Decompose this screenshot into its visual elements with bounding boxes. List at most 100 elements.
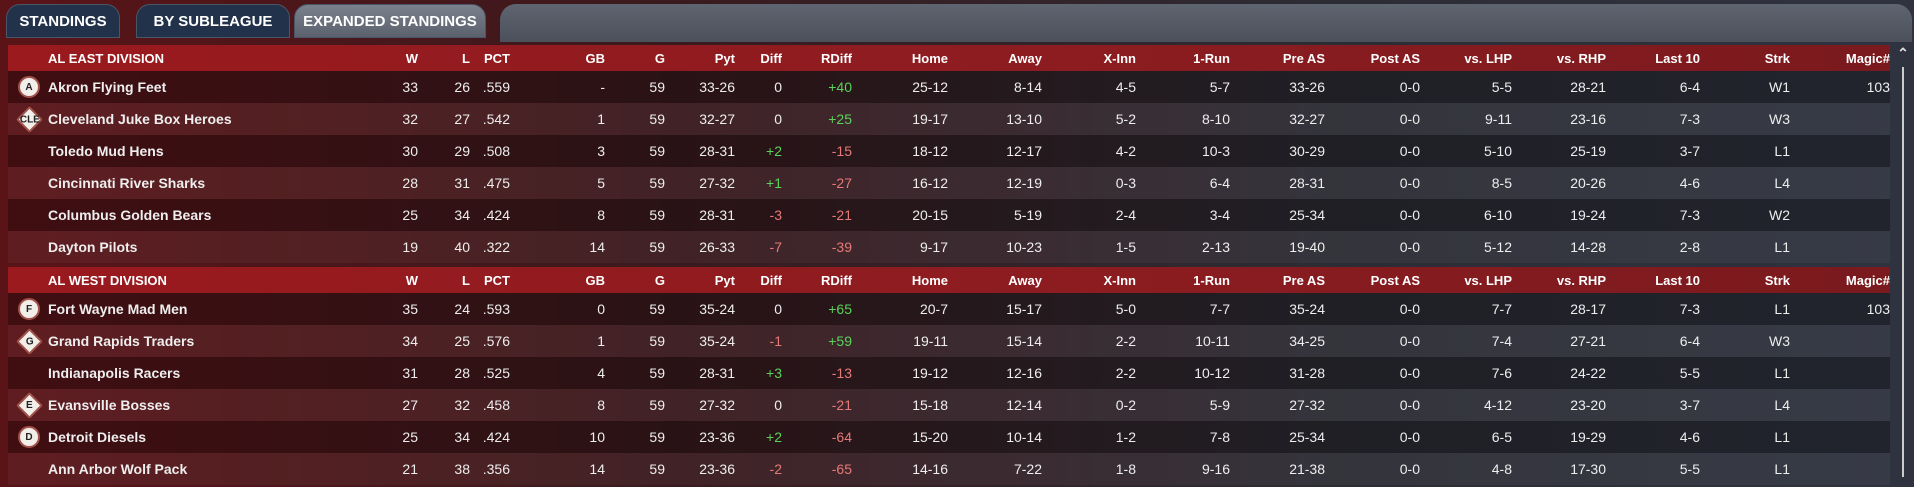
column-header-pyt[interactable]: Pyt xyxy=(714,272,735,288)
column-header-pre-as[interactable]: Pre AS xyxy=(1282,50,1325,66)
team-cell[interactable]: A Akron Flying Feet xyxy=(8,73,390,101)
column-header-strk[interactable]: Strk xyxy=(1764,272,1790,288)
team-cell[interactable]: G Grand Rapids Traders xyxy=(8,327,390,355)
table-row[interactable]: D Detroit Diesels 25 34 .424 10 59 23-36 +2 -64 15… xyxy=(8,421,1890,453)
cell-x-inn: 1-5 xyxy=(1115,239,1136,255)
team-name[interactable]: Grand Rapids Traders xyxy=(48,333,195,349)
cell-pyt: 26-33 xyxy=(699,239,735,255)
team-name[interactable]: Detroit Diesels xyxy=(48,429,147,445)
cell-post-as: 0-0 xyxy=(1399,79,1420,95)
scrollbar-track[interactable] xyxy=(1902,67,1904,477)
table-row[interactable]: A Akron Flying Feet 33 26 .559 - 59 33-26 0 +40 25… xyxy=(8,71,1890,103)
column-header-post-as[interactable]: Post AS xyxy=(1370,272,1420,288)
column-header-away[interactable]: Away xyxy=(1008,50,1042,66)
team-cell[interactable]: Indianapolis Racers xyxy=(8,359,390,387)
scrollbar[interactable]: ⌃ xyxy=(1892,45,1914,485)
table-row[interactable]: Toledo Mud Hens 30 29 .508 3 59 28-31 +2 -15 18-1… xyxy=(8,135,1890,167)
table-row[interactable]: CLE Cleveland Juke Box Heroes 32 27 .542 1 59 3… xyxy=(8,103,1890,135)
team-cell[interactable]: E Evansville Bosses xyxy=(8,391,390,419)
cell-l: 38 xyxy=(454,461,470,477)
team-cell[interactable]: CLE Cleveland Juke Box Heroes xyxy=(8,105,390,133)
team-name[interactable]: Indianapolis Racers xyxy=(48,365,181,381)
column-header-post-as[interactable]: Post AS xyxy=(1370,50,1420,66)
column-header-pyt[interactable]: Pyt xyxy=(714,50,735,66)
column-header-w[interactable]: W xyxy=(405,50,418,66)
column-header-g[interactable]: G xyxy=(654,272,665,288)
column-header-magic-[interactable]: Magic# xyxy=(1845,50,1890,66)
team-name[interactable]: Ann Arbor Wolf Pack xyxy=(48,461,188,477)
table-row[interactable]: Cincinnati River Sharks 28 31 .475 5 59 27-32 +… xyxy=(8,167,1890,199)
column-header-g[interactable]: G xyxy=(654,50,665,66)
column-header-strk[interactable]: Strk xyxy=(1764,50,1790,66)
tab-by-subleague[interactable]: BY SUBLEAGUE xyxy=(136,4,290,38)
column-header-home[interactable]: Home xyxy=(911,272,948,288)
team-cell[interactable]: Ann Arbor Wolf Pack xyxy=(8,455,390,483)
table-row[interactable]: Indianapolis Racers 31 28 .525 4 59 28-31 +3 -13… xyxy=(8,357,1890,389)
table-row[interactable]: F Fort Wayne Mad Men 35 24 .593 0 59 35-24 0 +65 2… xyxy=(8,293,1890,325)
team-cell[interactable]: Columbus Golden Bears xyxy=(8,201,390,229)
cell-pct: .525 xyxy=(482,365,510,381)
column-header-diff[interactable]: Diff xyxy=(760,272,782,288)
tab-expanded-standings[interactable]: EXPANDED STANDINGS xyxy=(294,4,486,38)
cell-diff: 0 xyxy=(774,301,782,317)
tab-bar-fill xyxy=(500,4,1912,42)
column-header-pre-as[interactable]: Pre AS xyxy=(1282,272,1325,288)
team-name[interactable]: Columbus Golden Bears xyxy=(48,207,212,223)
column-header-vs-lhp[interactable]: vs. LHP xyxy=(1464,50,1512,66)
cell-home: 15-20 xyxy=(912,429,948,445)
team-cell[interactable]: Cincinnati River Sharks xyxy=(8,169,390,197)
column-header-vs-lhp[interactable]: vs. LHP xyxy=(1464,272,1512,288)
cell-l: 28 xyxy=(454,365,470,381)
column-header-x-inn[interactable]: X-Inn xyxy=(1103,272,1137,288)
team-name[interactable]: Toledo Mud Hens xyxy=(48,143,164,159)
table-row[interactable]: G Grand Rapids Traders 34 25 .576 1 59 35-24 -1 +… xyxy=(8,325,1890,357)
table-row[interactable]: Columbus Golden Bears 25 34 .424 8 59 28-31 -3 -… xyxy=(8,199,1890,231)
column-header-gb[interactable]: GB xyxy=(585,272,606,288)
cell-strk: W2 xyxy=(1769,207,1790,223)
team-cell[interactable]: F Fort Wayne Mad Men xyxy=(8,295,390,323)
column-header-vs-rhp[interactable]: vs. RHP xyxy=(1556,50,1606,66)
column-header-x-inn[interactable]: X-Inn xyxy=(1103,50,1137,66)
cell-l: 27 xyxy=(454,111,470,127)
column-header-last-10[interactable]: Last 10 xyxy=(1655,272,1700,288)
table-row[interactable]: E Evansville Bosses 27 32 .458 8 59 27-32 0 -21 15… xyxy=(8,389,1890,421)
team-name[interactable]: Cincinnati River Sharks xyxy=(48,175,206,191)
tab-standings[interactable]: STANDINGS xyxy=(6,4,120,38)
cell-vs-lhp: 4-12 xyxy=(1483,397,1512,413)
team-name[interactable]: Cleveland Juke Box Heroes xyxy=(48,111,232,127)
column-header-1-run[interactable]: 1-Run xyxy=(1193,272,1230,288)
column-header-last-10[interactable]: Last 10 xyxy=(1655,50,1700,66)
column-header-magic-[interactable]: Magic# xyxy=(1845,272,1890,288)
column-header-rdiff[interactable]: RDiff xyxy=(820,272,852,288)
cell-g: 59 xyxy=(649,143,665,159)
column-header-l[interactable]: L xyxy=(462,50,470,66)
cell-l: 34 xyxy=(454,429,470,445)
cell-g: 59 xyxy=(649,239,665,255)
team-name[interactable]: Fort Wayne Mad Men xyxy=(48,301,188,317)
team-name[interactable]: Dayton Pilots xyxy=(48,239,138,255)
column-header-rdiff[interactable]: RDiff xyxy=(820,50,852,66)
column-header-pct[interactable]: PCT xyxy=(484,272,510,288)
column-header-pct[interactable]: PCT xyxy=(484,50,510,66)
column-header-vs-rhp[interactable]: vs. RHP xyxy=(1556,272,1606,288)
column-header-away[interactable]: Away xyxy=(1008,272,1042,288)
scroll-up-icon[interactable]: ⌃ xyxy=(1897,45,1909,61)
column-header-gb[interactable]: GB xyxy=(585,50,606,66)
column-header-w[interactable]: W xyxy=(405,272,418,288)
column-header-home[interactable]: Home xyxy=(911,50,948,66)
team-cell[interactable]: D Detroit Diesels xyxy=(8,423,390,451)
table-row[interactable]: Dayton Pilots 19 40 .322 14 59 26-33 -7 -39 9-17 1… xyxy=(8,231,1890,263)
team-logo-icon xyxy=(14,233,44,261)
cell-post-as: 0-0 xyxy=(1399,175,1420,191)
column-header-l[interactable]: L xyxy=(462,272,470,288)
team-name[interactable]: Akron Flying Feet xyxy=(48,79,167,95)
team-cell[interactable]: Dayton Pilots xyxy=(8,233,390,261)
table-row[interactable]: Ann Arbor Wolf Pack 21 38 .356 14 59 23-36 -2 -6… xyxy=(8,453,1890,485)
cell-gb: 14 xyxy=(589,239,605,255)
cell-pre-as: 19-40 xyxy=(1289,239,1325,255)
column-header-diff[interactable]: Diff xyxy=(760,50,782,66)
column-header-1-run[interactable]: 1-Run xyxy=(1193,50,1230,66)
team-name[interactable]: Evansville Bosses xyxy=(48,397,171,413)
team-cell[interactable]: Toledo Mud Hens xyxy=(8,137,390,165)
cell-home: 19-12 xyxy=(912,365,948,381)
